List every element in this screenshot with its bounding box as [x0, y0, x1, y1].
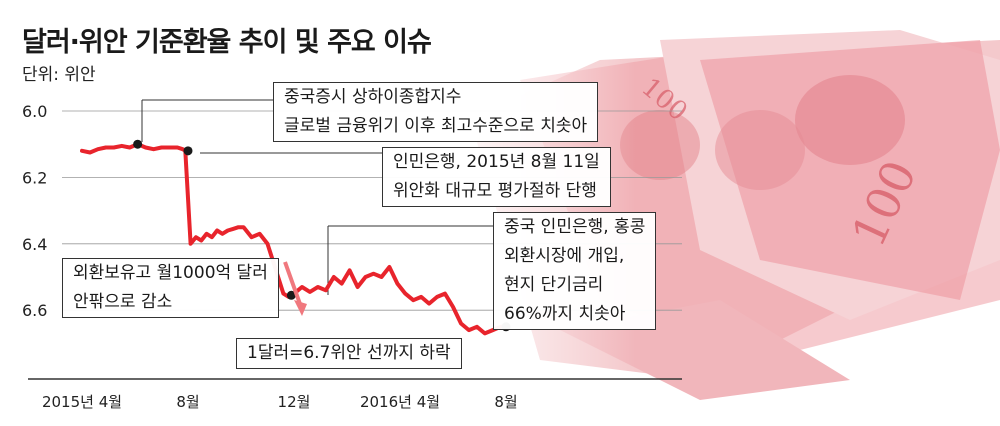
- annotation-marker: [183, 146, 193, 156]
- x-tick-label: 12월: [278, 393, 311, 411]
- annotation-line: 외환시장에 개입,: [504, 246, 625, 266]
- x-tick-label: 8월: [494, 393, 517, 411]
- annotation-line: 중국 인민은행, 홍콩: [504, 217, 646, 237]
- x-tick-label: 2015년 4월: [42, 393, 122, 411]
- annotation-marker: [133, 139, 143, 149]
- y-tick-label: 6.2: [22, 168, 47, 187]
- y-tick-label: 6.6: [22, 301, 47, 320]
- annotation-line: 인민은행, 2015년 8월 11일: [393, 152, 600, 172]
- annotation-marker: [286, 290, 296, 300]
- unit-label: 단위: 위안: [22, 65, 96, 85]
- annotation-hk-intervention: 중국 인민은행, 홍콩 외환시장에 개입, 현지 단기금리 66%까지 치솟아: [493, 212, 657, 330]
- annotation-line: 66%까지 치솟아: [504, 304, 626, 324]
- x-tick-labels: 2015년 4월 8월 12월 2016년 4월 8월: [42, 393, 518, 411]
- x-tick-label: 8월: [176, 393, 199, 411]
- annotation-shanghai-index: 중국증시 상하이종합지수 글로벌 금융위기 이후 최고수준으로 치솟아: [273, 82, 599, 142]
- annotation-leaders: [141, 99, 493, 295]
- y-tick-label: 6.0: [22, 102, 47, 121]
- annotation-line: 1달러=6.7위안 선까지 하락: [247, 343, 451, 363]
- chart-title: 달러·위안 기준환율 추이 및 주요 이슈: [22, 27, 432, 58]
- annotation-line: 외환보유고 월1000억 달러: [73, 263, 268, 283]
- annotation-line: 글로벌 금융위기 이후 최고수준으로 치솟아: [284, 116, 588, 136]
- y-tick-labels: 6.0 6.2 6.4 6.6: [22, 102, 47, 320]
- y-tick-label: 6.4: [22, 235, 47, 254]
- annotation-line: 현지 단기금리: [504, 275, 604, 295]
- annotation-fx-reserves: 외환보유고 월1000억 달러 안팎으로 감소: [62, 258, 279, 318]
- annotation-line: 중국증시 상하이종합지수: [284, 87, 462, 107]
- annotation-devaluation: 인민은행, 2015년 8월 11일 위안화 대규모 평가절하 단행: [382, 147, 611, 207]
- decline-arrow: [283, 261, 307, 316]
- annotation-line: 안팎으로 감소: [73, 292, 173, 312]
- x-tick-label: 2016년 4월: [360, 393, 440, 411]
- annotation-6-7-yuan: 1달러=6.7위안 선까지 하락: [236, 338, 462, 369]
- annotation-line: 위안화 대규모 평가절하 단행: [393, 181, 597, 201]
